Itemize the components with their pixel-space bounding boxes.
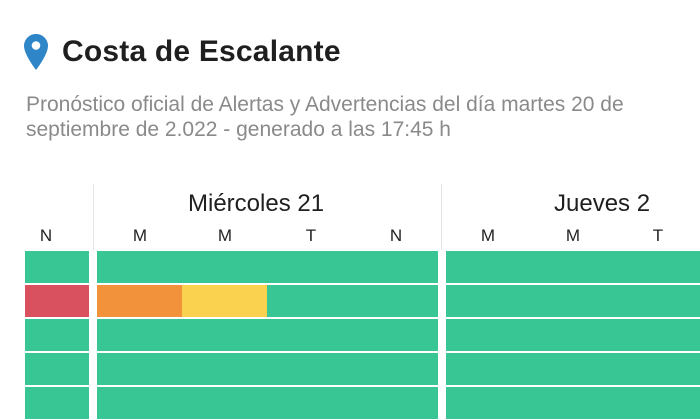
alert-cell-green: [352, 319, 438, 351]
alert-cell-green: [531, 251, 616, 283]
alert-cell-red: [25, 285, 89, 317]
alert-cell-green: [97, 387, 182, 419]
period-label: N: [39, 226, 53, 245]
alert-cell-green: [97, 251, 182, 283]
period-label: T: [305, 226, 317, 245]
period-label: M: [480, 226, 496, 245]
alert-cell-green: [352, 285, 438, 317]
map-pin-icon: [24, 34, 48, 70]
alert-cell-green: [25, 387, 89, 419]
forecast-subtitle: Pronóstico oficial de Alertas y Adverten…: [26, 93, 624, 141]
period-label: M: [132, 226, 148, 245]
alert-cell-green: [267, 285, 352, 317]
period-label: M: [217, 226, 233, 245]
alert-cell-green: [616, 251, 700, 283]
alert-cell-green: [25, 353, 89, 385]
alert-cell-yellow: [182, 285, 267, 317]
alert-cell-green: [267, 251, 352, 283]
alert-cell-green: [267, 353, 352, 385]
alert-cell-green: [97, 319, 182, 351]
alert-cell-green: [531, 387, 616, 419]
alert-cell-green: [182, 353, 267, 385]
column-divider: [441, 184, 442, 250]
alert-cell-green: [616, 353, 700, 385]
day-label-wednesday: Miércoles 21: [188, 190, 325, 217]
alert-cell-green: [531, 319, 616, 351]
period-label: M: [565, 226, 581, 245]
location-header: Costa de Escalante: [24, 34, 341, 70]
alert-cell-green: [182, 319, 267, 351]
day-label-thursday: Jueves 2: [554, 190, 651, 217]
alert-cell-green: [446, 285, 531, 317]
alert-cell-green: [97, 353, 182, 385]
alert-cell-green: [531, 285, 616, 317]
alert-cell-green: [446, 353, 531, 385]
alert-cell-green: [182, 387, 267, 419]
alert-cell-green: [25, 319, 89, 351]
alert-cell-green: [267, 387, 352, 419]
alert-cell-green: [616, 285, 700, 317]
period-label: T: [652, 226, 664, 245]
period-label: N: [389, 226, 403, 245]
alert-cell-green: [616, 319, 700, 351]
alert-cell-green: [352, 251, 438, 283]
alert-cell-green: [182, 251, 267, 283]
alert-cell-green: [25, 251, 89, 283]
location-title: Costa de Escalante: [62, 35, 341, 68]
alert-cell-green: [267, 319, 352, 351]
alert-cell-green: [352, 353, 438, 385]
alert-cell-green: [446, 251, 531, 283]
column-divider: [93, 184, 94, 250]
alert-cell-green: [616, 387, 700, 419]
alert-cell-green: [446, 387, 531, 419]
alert-cell-orange: [97, 285, 182, 317]
alert-grid: [0, 251, 700, 419]
alert-cell-green: [446, 319, 531, 351]
alert-cell-green: [352, 387, 438, 419]
alert-cell-green: [531, 353, 616, 385]
